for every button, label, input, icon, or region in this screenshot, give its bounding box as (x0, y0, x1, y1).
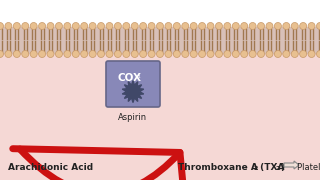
Text: 2: 2 (276, 166, 280, 171)
Polygon shape (122, 81, 144, 103)
Circle shape (199, 22, 206, 30)
Circle shape (39, 51, 46, 57)
Circle shape (39, 22, 46, 30)
Circle shape (106, 22, 113, 30)
Circle shape (5, 22, 12, 30)
Circle shape (291, 22, 298, 30)
Circle shape (123, 51, 130, 57)
Circle shape (308, 51, 315, 57)
Circle shape (266, 51, 273, 57)
Circle shape (241, 51, 248, 57)
Circle shape (173, 22, 180, 30)
Circle shape (106, 51, 113, 57)
Circle shape (30, 22, 37, 30)
Circle shape (13, 51, 20, 57)
Circle shape (55, 51, 62, 57)
Circle shape (13, 22, 20, 30)
Circle shape (72, 22, 79, 30)
Circle shape (5, 51, 12, 57)
Circle shape (55, 22, 62, 30)
Circle shape (258, 51, 265, 57)
Bar (0, 27, 320, 53)
Circle shape (140, 22, 147, 30)
Circle shape (232, 22, 239, 30)
Circle shape (89, 22, 96, 30)
Circle shape (131, 22, 138, 30)
Circle shape (291, 51, 298, 57)
Circle shape (148, 51, 155, 57)
Circle shape (283, 22, 290, 30)
Circle shape (249, 51, 256, 57)
Circle shape (266, 22, 273, 30)
Circle shape (274, 22, 281, 30)
Circle shape (156, 22, 164, 30)
Circle shape (241, 22, 248, 30)
Circle shape (215, 51, 222, 57)
Text: Aspirin: Aspirin (118, 113, 148, 122)
Text: Thromboxane A: Thromboxane A (178, 163, 258, 172)
Circle shape (123, 22, 130, 30)
Text: (TXA: (TXA (257, 163, 284, 172)
Circle shape (190, 51, 197, 57)
Circle shape (98, 22, 105, 30)
FancyBboxPatch shape (106, 61, 160, 107)
Circle shape (165, 51, 172, 57)
Circle shape (300, 51, 307, 57)
Circle shape (72, 51, 79, 57)
Circle shape (47, 51, 54, 57)
Circle shape (308, 22, 315, 30)
Circle shape (165, 22, 172, 30)
Circle shape (81, 22, 88, 30)
Circle shape (22, 51, 29, 57)
FancyArrow shape (284, 161, 299, 169)
Bar (0, 38, 320, 180)
Circle shape (0, 51, 4, 57)
Circle shape (131, 51, 138, 57)
Circle shape (64, 51, 71, 57)
Text: ₁: ₁ (138, 73, 141, 79)
Circle shape (249, 22, 256, 30)
Circle shape (140, 51, 147, 57)
Circle shape (283, 51, 290, 57)
Circle shape (156, 51, 164, 57)
Circle shape (316, 51, 320, 57)
Circle shape (47, 22, 54, 30)
Circle shape (182, 22, 189, 30)
Text: Platelet aggregation: Platelet aggregation (297, 163, 320, 172)
Circle shape (114, 51, 121, 57)
Circle shape (274, 51, 281, 57)
Text: Arachidonic Acid: Arachidonic Acid (8, 163, 93, 172)
Circle shape (300, 22, 307, 30)
Circle shape (114, 22, 121, 30)
Circle shape (182, 51, 189, 57)
Circle shape (207, 22, 214, 30)
Circle shape (199, 51, 206, 57)
Circle shape (190, 22, 197, 30)
Circle shape (89, 51, 96, 57)
Circle shape (81, 51, 88, 57)
Circle shape (22, 22, 29, 30)
Circle shape (98, 51, 105, 57)
Circle shape (258, 22, 265, 30)
Circle shape (64, 22, 71, 30)
Circle shape (30, 51, 37, 57)
Circle shape (148, 22, 155, 30)
Text: COX: COX (117, 73, 141, 83)
Circle shape (173, 51, 180, 57)
Text: 2: 2 (253, 166, 257, 171)
Bar (0, 0, 320, 22)
Circle shape (224, 22, 231, 30)
Circle shape (316, 22, 320, 30)
Circle shape (232, 51, 239, 57)
Circle shape (224, 51, 231, 57)
Circle shape (0, 22, 4, 30)
Text: ): ) (280, 163, 284, 172)
Circle shape (207, 51, 214, 57)
Circle shape (215, 22, 222, 30)
